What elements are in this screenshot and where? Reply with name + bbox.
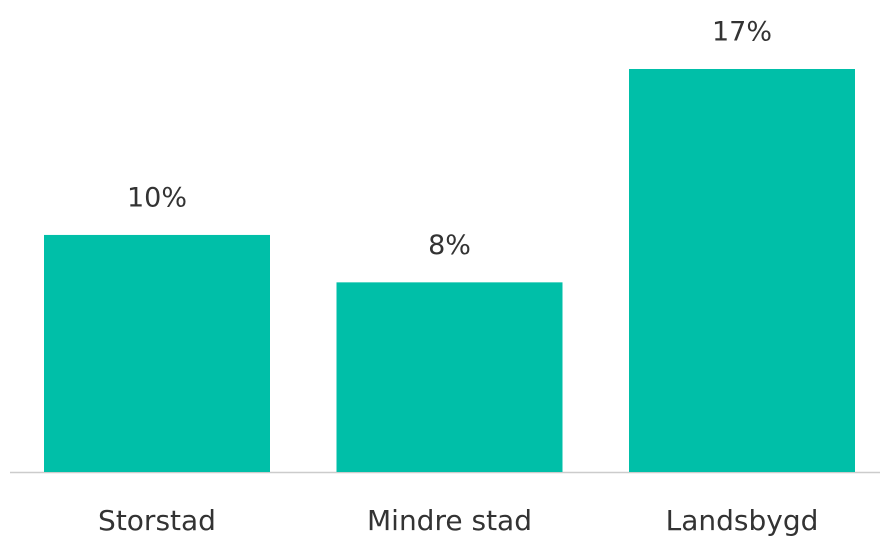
bar bbox=[629, 69, 855, 472]
x-tick-label: Storstad bbox=[98, 504, 216, 537]
bar bbox=[44, 234, 270, 472]
value-label: 10% bbox=[127, 182, 187, 213]
x-tick-label: Mindre stad bbox=[367, 504, 532, 537]
x-tick-label: Landsbygd bbox=[666, 504, 819, 537]
value-label: 8% bbox=[428, 230, 471, 261]
bar bbox=[336, 282, 563, 472]
value-label: 17% bbox=[712, 17, 772, 48]
